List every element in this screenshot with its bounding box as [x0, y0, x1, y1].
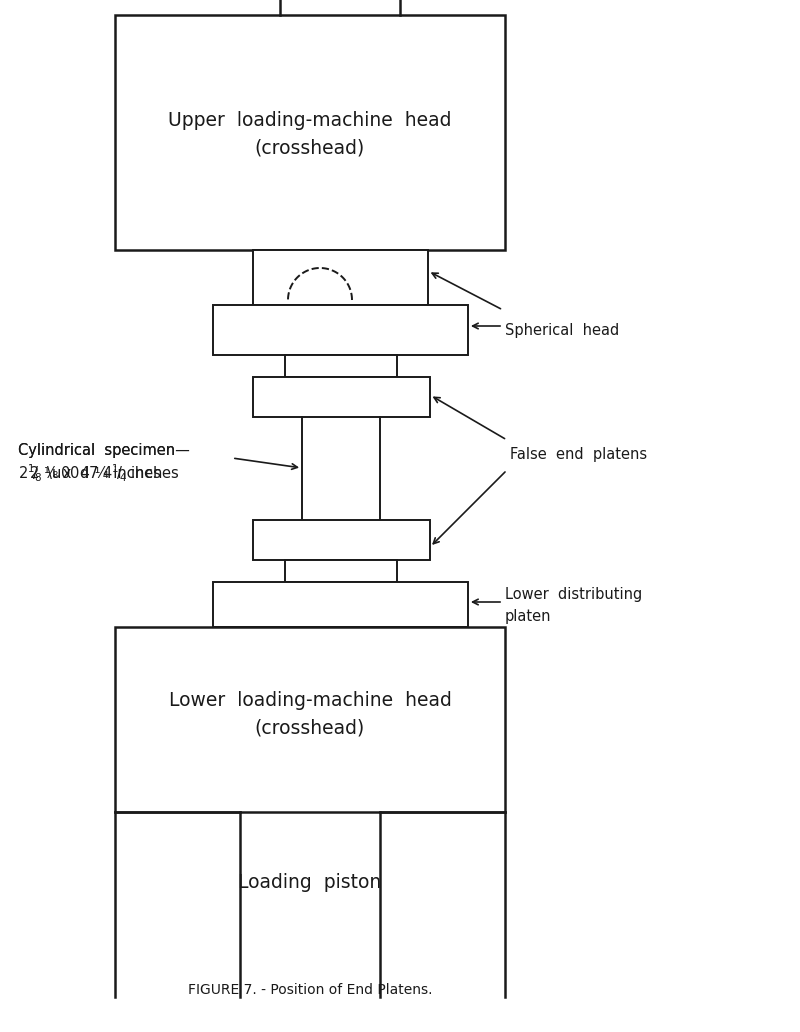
- Bar: [253, 377, 430, 417]
- Bar: [253, 520, 430, 560]
- Bar: [253, 250, 428, 305]
- Text: Spherical  head: Spherical head: [505, 322, 619, 337]
- Bar: [285, 355, 397, 377]
- Bar: [115, 627, 505, 812]
- Text: 2 ¹⁄₈ x  4 ¹⁄₄ inches: 2 ¹⁄₈ x 4 ¹⁄₄ inches: [30, 465, 161, 481]
- Bar: [115, 15, 505, 250]
- Bar: [213, 305, 468, 355]
- Text: Lower  loading-machine  head: Lower loading-machine head: [169, 690, 451, 710]
- Text: Cylindrical  specimen—: Cylindrical specimen—: [18, 443, 190, 457]
- Text: Upper  loading-machine  head: Upper loading-machine head: [168, 110, 452, 129]
- Text: platen: platen: [505, 610, 551, 624]
- Text: (crosshead): (crosshead): [255, 718, 365, 738]
- Bar: [213, 582, 468, 627]
- Text: Loading  piston: Loading piston: [238, 872, 382, 892]
- Text: FIGURE 7. - Position of End Platens.: FIGURE 7. - Position of End Platens.: [188, 983, 432, 997]
- Text: Cylindrical  specimen: Cylindrical specimen: [18, 443, 175, 457]
- Text: 2$\mathregular{^1\!/\!_8}$ \u00d7 4$\mathregular{^1\!/\!_4}$ inches: 2$\mathregular{^1\!/\!_8}$ \u00d7 4$\mat…: [18, 462, 179, 484]
- Text: (crosshead): (crosshead): [255, 138, 365, 158]
- Bar: [285, 560, 397, 582]
- Text: Lower  distributing: Lower distributing: [505, 587, 642, 603]
- Text: False  end  platens: False end platens: [510, 448, 647, 462]
